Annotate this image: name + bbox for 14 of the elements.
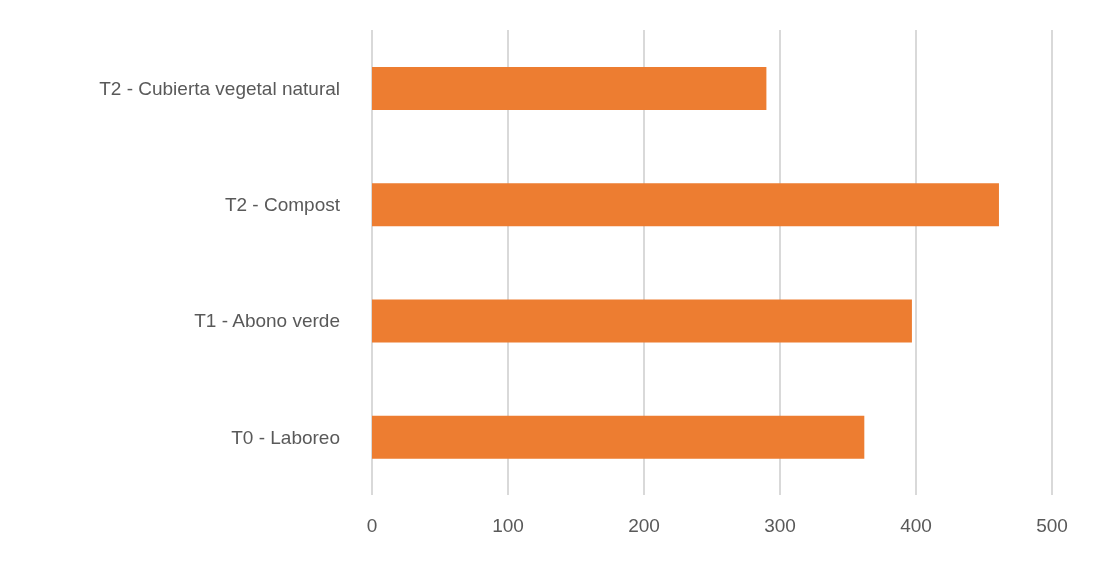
x-tick-label: 200 — [628, 515, 660, 537]
bar — [372, 183, 999, 227]
x-tick-label: 500 — [1036, 515, 1068, 537]
y-tick-label: T2 - Cubierta vegetal natural — [99, 77, 340, 99]
y-tick-label: T0 - Laboreo — [231, 426, 340, 448]
x-tick-label: 100 — [492, 515, 524, 537]
bar — [372, 299, 912, 343]
x-tick-label: 400 — [900, 515, 932, 537]
bar — [372, 67, 767, 110]
y-tick-label: T1 - Abono verde — [194, 310, 340, 332]
bar — [372, 415, 865, 459]
y-tick-label: T2 - Compost — [224, 194, 341, 216]
x-tick-label: 0 — [366, 515, 378, 537]
x-tick-label: 300 — [764, 515, 796, 537]
